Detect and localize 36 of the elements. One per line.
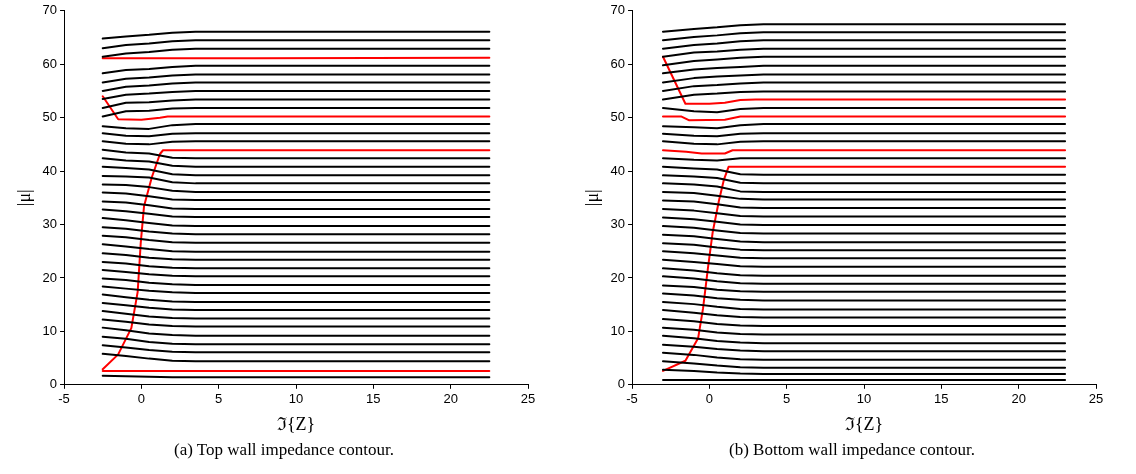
x-axis-title: ℑ{Z}: [844, 413, 884, 434]
y-tick-label: 30: [610, 216, 626, 232]
x-tick-label: 15: [934, 391, 949, 407]
y-tick-label: 0: [617, 376, 626, 392]
x-tick-label: 25: [520, 391, 536, 407]
y-axis-title: |μ|: [581, 189, 602, 207]
y-tick-label: 10: [42, 322, 58, 338]
x-tick-label: 5: [215, 391, 223, 407]
text: (a) Top wall impedance contour.: [173, 440, 395, 460]
y-tick-label: 40: [610, 162, 626, 178]
y-tick-label: 40: [42, 162, 58, 178]
y-tick-label: 50: [610, 109, 626, 125]
y-tick-label: 30: [42, 216, 58, 232]
x-tick-label: 0: [705, 391, 713, 407]
x-tick-label: 15: [366, 391, 381, 407]
x-tick-label: 10: [856, 391, 872, 407]
x-tick-label: 20: [443, 391, 458, 407]
x-tick-label: 10: [288, 391, 304, 407]
text: (b) Bottom wall impedance contour.: [728, 440, 976, 460]
y-tick-label: 70: [610, 2, 626, 18]
x-tick-label: 20: [1011, 391, 1026, 407]
y-tick-label: 20: [42, 269, 58, 285]
y-axis-title: |μ|: [13, 189, 34, 207]
y-tick-label: 0: [49, 376, 58, 392]
x-tick-label: -5: [626, 391, 638, 407]
x-tick-label: 25: [1088, 391, 1104, 407]
x-tick-label: 5: [783, 391, 791, 407]
y-tick-label: 10: [610, 322, 626, 338]
y-tick-label: 50: [42, 109, 58, 125]
y-tick-label: 20: [610, 269, 626, 285]
y-tick-label: 70: [42, 2, 58, 18]
x-tick-label: -5: [58, 391, 70, 407]
x-axis-title: ℑ{Z}: [276, 413, 316, 434]
y-tick-label: 60: [610, 55, 626, 71]
x-tick-label: 0: [137, 391, 145, 407]
y-tick-label: 60: [42, 55, 58, 71]
